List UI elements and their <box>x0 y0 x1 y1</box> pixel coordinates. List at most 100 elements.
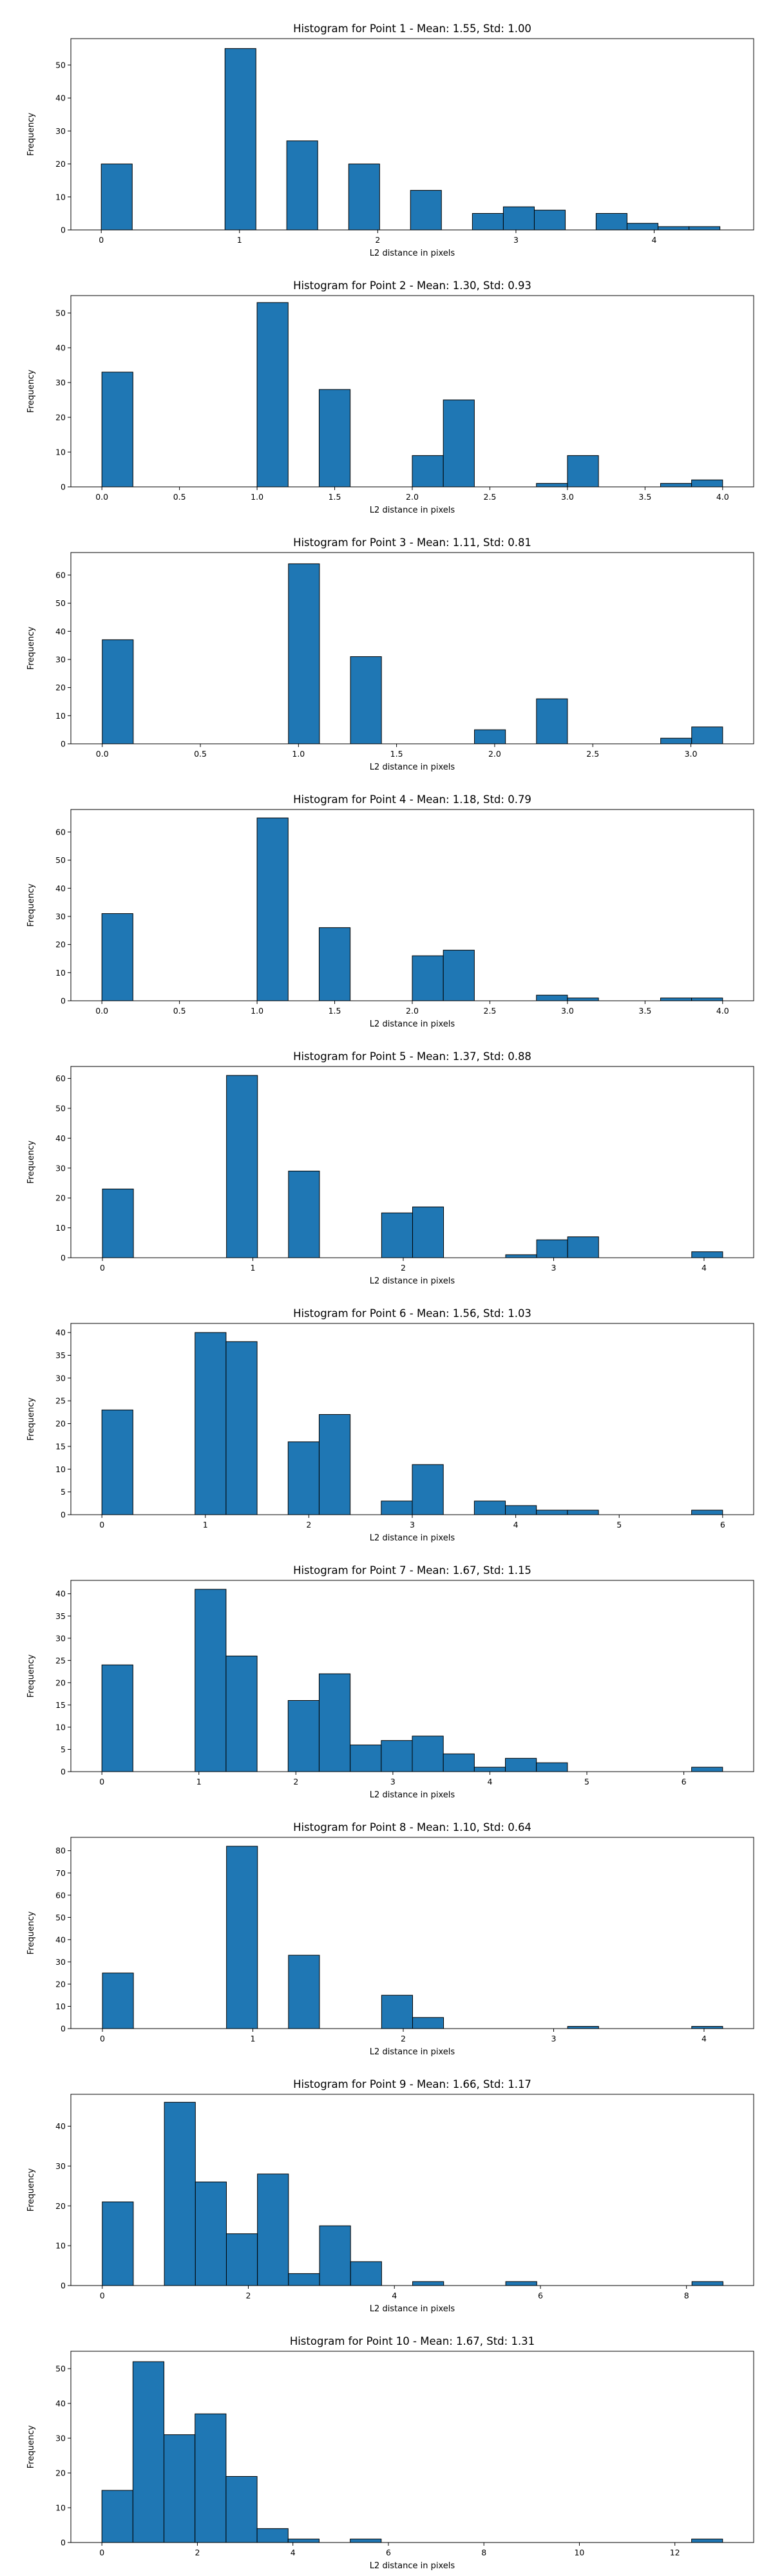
x-tick-label: 6 <box>720 1520 725 1530</box>
x-tick-label: 4 <box>701 2034 707 2043</box>
x-tick-label: 2 <box>306 1520 311 1530</box>
y-tick-label: 20 <box>55 2468 66 2478</box>
axes-frame <box>70 38 754 231</box>
y-axis-label: Frequency <box>26 2168 36 2211</box>
y-tick-label: 50 <box>55 308 66 318</box>
chart-panel-8: Histogram for Point 8 - Mean: 1.10, Std:… <box>26 1821 754 2057</box>
histogram-bar <box>443 1753 475 1772</box>
histogram-bar <box>412 455 444 488</box>
histogram-bar <box>472 213 504 231</box>
histogram-bar <box>318 1673 351 1772</box>
y-tick-label: 50 <box>55 60 66 70</box>
histogram-bar <box>381 1994 413 2029</box>
y-tick-label: 20 <box>55 159 66 169</box>
x-tick-label: 6 <box>682 1777 687 1786</box>
x-tick-label: 8 <box>481 2548 486 2557</box>
histogram-bar <box>536 994 568 1001</box>
x-tick-label: 3.0 <box>561 1006 574 1016</box>
histogram-bar <box>102 2201 134 2286</box>
histogram-bar <box>626 223 659 231</box>
x-tick-label: 1 <box>196 1777 202 1786</box>
x-tick-label: 5 <box>616 1520 622 1530</box>
chart-panel-9: Histogram for Point 9 - Mean: 1.66, Std:… <box>26 2078 754 2314</box>
histogram-bar <box>195 2181 227 2286</box>
y-tick-label: 20 <box>55 2201 66 2211</box>
y-axis-label: Frequency <box>26 1911 36 1955</box>
x-tick-label: 4 <box>487 1777 492 1786</box>
histogram-bar <box>567 1510 599 1515</box>
chart-panel-7: Histogram for Point 7 - Mean: 1.67, Std:… <box>26 1564 754 1800</box>
chart-title: Histogram for Point 10 - Mean: 1.67, Std… <box>290 2335 535 2347</box>
chart-title: Histogram for Point 5 - Mean: 1.37, Std:… <box>293 1050 531 1063</box>
y-tick-label: 35 <box>55 1611 66 1621</box>
histogram-bar <box>536 698 568 744</box>
y-axis-label: Frequency <box>26 884 36 927</box>
x-tick-label: 1 <box>251 2034 256 2043</box>
x-axis-label: L2 distance in pixels <box>370 2047 455 2057</box>
x-tick-label: 2.5 <box>484 492 497 502</box>
histogram-bar <box>443 949 475 1001</box>
x-tick-label: 4.0 <box>716 492 729 502</box>
y-tick-label: 0 <box>61 1767 66 1777</box>
y-axis-label: Frequency <box>26 627 36 670</box>
x-tick-label: 8 <box>684 2291 689 2300</box>
x-tick-label: 0.0 <box>96 749 109 759</box>
chart-title: Histogram for Point 8 - Mean: 1.10, Std:… <box>293 1821 531 1833</box>
y-tick-label: 50 <box>55 855 66 865</box>
y-axis-label: Frequency <box>26 1397 36 1441</box>
x-tick-label: 0.5 <box>194 749 207 759</box>
histogram-bar <box>505 1505 537 1515</box>
axes-frame <box>70 1066 754 1258</box>
chart-title: Histogram for Point 9 - Mean: 1.66, Std:… <box>293 2078 531 2090</box>
histogram-bar <box>536 1762 568 1772</box>
x-tick-label: 4 <box>701 1263 707 1273</box>
x-tick-label: 4 <box>513 1520 519 1530</box>
x-tick-label: 0.5 <box>173 1006 186 1016</box>
histogram-bar <box>536 483 568 488</box>
y-tick-label: 10 <box>55 2241 66 2251</box>
y-tick-label: 50 <box>55 2364 66 2374</box>
y-tick-label: 15 <box>55 1700 66 1710</box>
x-tick-label: 2 <box>246 2291 251 2300</box>
histogram-bar <box>287 2539 320 2543</box>
x-tick-label: 1.5 <box>329 1006 341 1016</box>
x-tick-label: 0 <box>99 235 104 245</box>
y-tick-label: 0 <box>61 2538 66 2548</box>
histogram-bar <box>224 48 256 231</box>
chart-panel-10: Histogram for Point 10 - Mean: 1.67, Std… <box>26 2335 754 2571</box>
histogram-bar <box>443 399 475 488</box>
y-axis-label: Frequency <box>26 1654 36 1698</box>
x-tick-label: 2.0 <box>406 492 419 502</box>
histogram-bar <box>474 729 506 744</box>
axes-frame <box>70 1580 754 1772</box>
y-tick-label: 40 <box>55 93 66 103</box>
chart-panel-3: Histogram for Point 3 - Mean: 1.11, Std:… <box>26 536 754 772</box>
y-axis-label: Frequency <box>26 370 36 413</box>
x-tick-label: 2.0 <box>488 749 501 759</box>
x-tick-label: 12 <box>670 2548 680 2557</box>
x-tick-label: 2.5 <box>484 1006 497 1016</box>
x-tick-label: 1.5 <box>329 492 341 502</box>
y-tick-label: 40 <box>55 1328 66 1338</box>
histogram-bar <box>350 656 382 744</box>
y-tick-label: 30 <box>55 1633 66 1643</box>
x-tick-label: 0 <box>99 2548 104 2557</box>
y-axis-label: Frequency <box>26 113 36 156</box>
x-tick-label: 3.0 <box>561 492 574 502</box>
x-tick-label: 3.0 <box>685 749 698 759</box>
x-tick-label: 0.0 <box>95 1006 108 1016</box>
x-tick-label: 1 <box>237 235 242 245</box>
x-tick-label: 1.0 <box>292 749 305 759</box>
histogram-bar <box>102 1973 134 2029</box>
histogram-bar <box>691 1766 723 1772</box>
y-tick-label: 0 <box>61 996 66 1006</box>
chart-panel-1: Histogram for Point 1 - Mean: 1.55, Std:… <box>26 23 754 258</box>
x-tick-label: 1 <box>251 1263 256 1273</box>
y-tick-label: 40 <box>55 2121 66 2131</box>
y-axis-label: Frequency <box>26 2425 36 2468</box>
x-axis-label: L2 distance in pixels <box>370 249 455 258</box>
y-tick-label: 60 <box>55 570 66 580</box>
x-axis-label: L2 distance in pixels <box>370 1276 455 1286</box>
histogram-bar <box>691 1251 723 1258</box>
